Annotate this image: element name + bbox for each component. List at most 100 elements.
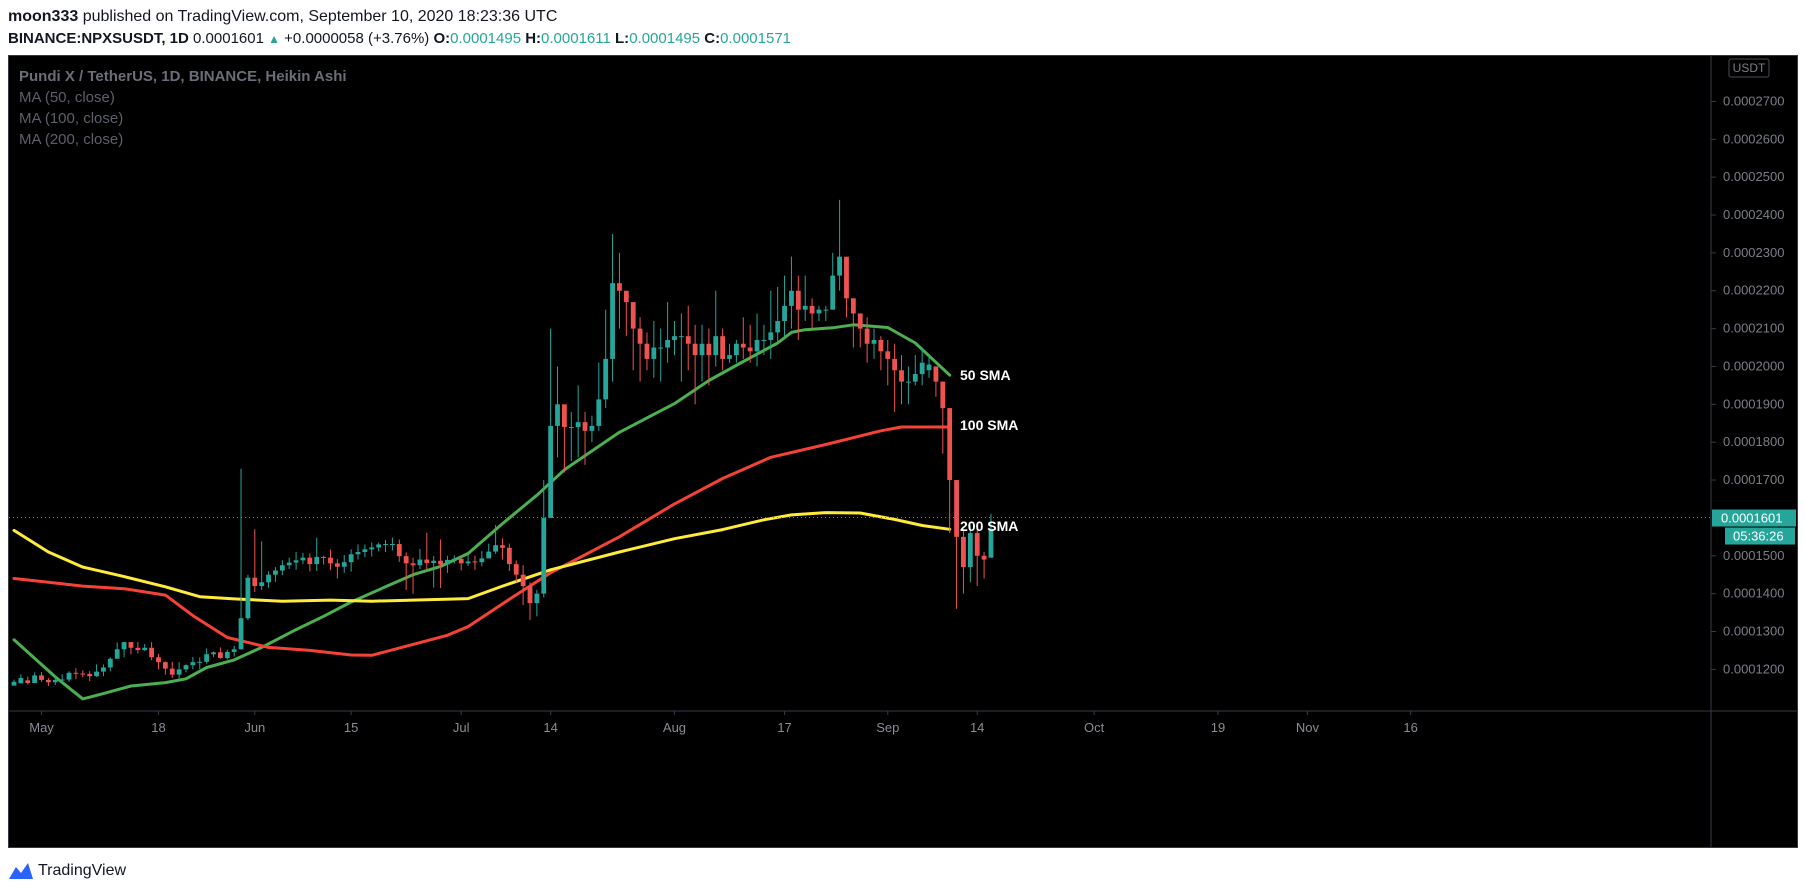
series-label: 200 SMA bbox=[960, 518, 1018, 534]
chart-panel[interactable]: 0.0002700 0.0002600 0.0002500 0.0002400 0.00… bbox=[8, 55, 1798, 848]
candle-body bbox=[850, 298, 856, 314]
candle-body bbox=[830, 275, 836, 310]
candle-body bbox=[906, 381, 911, 383]
candle-body bbox=[596, 399, 602, 426]
candle-body bbox=[39, 675, 44, 680]
candle-body bbox=[623, 290, 629, 303]
candle-body bbox=[617, 283, 622, 291]
legend-title: Pundi X / TetherUS, 1D, BINANCE, Heikin … bbox=[19, 68, 347, 85]
candle-body bbox=[403, 556, 409, 564]
chart-legend: Pundi X / TetherUS, 1D, BINANCE, Heikin … bbox=[19, 66, 347, 150]
candle-body bbox=[314, 556, 320, 565]
candle-body bbox=[162, 662, 168, 669]
candle-body bbox=[390, 544, 395, 546]
y-tick-label: 0.0002500 bbox=[1723, 169, 1784, 184]
countdown-tag bbox=[1725, 527, 1795, 545]
series-label: 50 SMA bbox=[960, 367, 1011, 383]
high-label: H: bbox=[525, 30, 542, 47]
symbol-label: BINANCE:NPXSUSDT, 1D bbox=[8, 30, 189, 47]
candle-body bbox=[135, 647, 141, 651]
candle-body bbox=[637, 328, 643, 344]
published-text: published on TradingView.com, September … bbox=[82, 8, 558, 25]
candle-body bbox=[46, 679, 51, 683]
candle-body bbox=[18, 678, 24, 684]
candle-body bbox=[947, 408, 953, 481]
candle-body bbox=[121, 642, 127, 650]
close-label: C: bbox=[704, 30, 721, 47]
candle-body bbox=[328, 557, 333, 564]
candle-body bbox=[782, 305, 787, 322]
candle-body bbox=[961, 536, 966, 568]
candle-body bbox=[802, 305, 808, 310]
candle-body bbox=[321, 556, 326, 558]
author-name[interactable]: moon333 bbox=[8, 8, 79, 25]
candle-body bbox=[169, 668, 175, 675]
candle-body bbox=[410, 563, 416, 566]
legend-ma100[interactable]: MA (100, close) bbox=[19, 110, 124, 127]
open-label: O: bbox=[433, 30, 451, 47]
candle-body bbox=[190, 662, 196, 666]
x-tick-label: Nov bbox=[1296, 720, 1320, 735]
last-price: 0.0001601 bbox=[193, 30, 264, 47]
candle-body bbox=[864, 328, 870, 344]
candle-body bbox=[575, 422, 581, 428]
candle-body bbox=[823, 309, 829, 311]
tradingview-brand[interactable]: TradingView bbox=[38, 862, 127, 879]
candle-body bbox=[582, 422, 588, 431]
candle-body bbox=[610, 283, 615, 359]
x-tick-label: Oct bbox=[1084, 720, 1105, 735]
open-value: 0.0001495 bbox=[450, 30, 522, 47]
ma-line-100 bbox=[12, 425, 952, 657]
candle-body bbox=[224, 651, 230, 658]
candle-body bbox=[500, 545, 505, 548]
ma-line-200 bbox=[12, 511, 952, 603]
candle-body bbox=[967, 533, 973, 568]
candle-body bbox=[341, 562, 347, 567]
candle-body bbox=[11, 681, 17, 686]
candle-body bbox=[424, 559, 430, 563]
candle-body bbox=[259, 582, 265, 587]
candle-body bbox=[300, 557, 306, 561]
candle-body bbox=[974, 533, 980, 556]
candle-body bbox=[678, 336, 684, 338]
y-tick-label: 0.0002700 bbox=[1723, 93, 1784, 108]
candle-body bbox=[94, 671, 99, 677]
candle-body bbox=[520, 574, 526, 587]
candle-body bbox=[768, 332, 774, 340]
x-tick-label: Aug bbox=[663, 720, 686, 735]
candle-body bbox=[52, 679, 58, 683]
y-tick-label: 0.0001900 bbox=[1723, 396, 1784, 411]
legend-ma200[interactable]: MA (200, close) bbox=[19, 131, 124, 148]
candle-body bbox=[362, 549, 368, 552]
series-label: 100 SMA bbox=[960, 417, 1018, 433]
price-chart[interactable]: 0.0002700 0.0002600 0.0002500 0.0002400 0.00… bbox=[9, 56, 1797, 847]
currency-badge bbox=[1728, 58, 1770, 78]
candle-body bbox=[458, 558, 464, 564]
candle-body bbox=[548, 425, 554, 518]
candle-body bbox=[926, 364, 932, 371]
x-tick-label: Jul bbox=[453, 720, 470, 735]
candle-body bbox=[919, 362, 925, 375]
candle-body bbox=[754, 339, 760, 352]
candle-body bbox=[293, 560, 299, 563]
candle-body bbox=[472, 561, 478, 563]
candle-body bbox=[727, 355, 732, 359]
candle-body bbox=[32, 675, 38, 683]
legend-ma50[interactable]: MA (50, close) bbox=[19, 89, 115, 106]
candle-body bbox=[417, 559, 423, 566]
low-value: 0.0001495 bbox=[629, 30, 701, 47]
y-tick-label: 0.0001800 bbox=[1723, 434, 1784, 449]
candle-body bbox=[747, 347, 753, 352]
candle-body bbox=[87, 673, 93, 677]
candle-body bbox=[651, 347, 657, 359]
candle-body bbox=[445, 559, 450, 565]
candle-body bbox=[307, 557, 313, 565]
last-price-text: 0.0001601 bbox=[1721, 511, 1782, 526]
y-tick-label: 0.0002000 bbox=[1723, 358, 1784, 373]
candle-body bbox=[204, 654, 210, 662]
x-tick-label: 14 bbox=[970, 720, 984, 735]
x-tick-label: 19 bbox=[1211, 720, 1225, 735]
candle-body bbox=[562, 404, 567, 428]
y-tick-label: 0.0001500 bbox=[1723, 548, 1784, 563]
candle-body bbox=[486, 551, 492, 559]
